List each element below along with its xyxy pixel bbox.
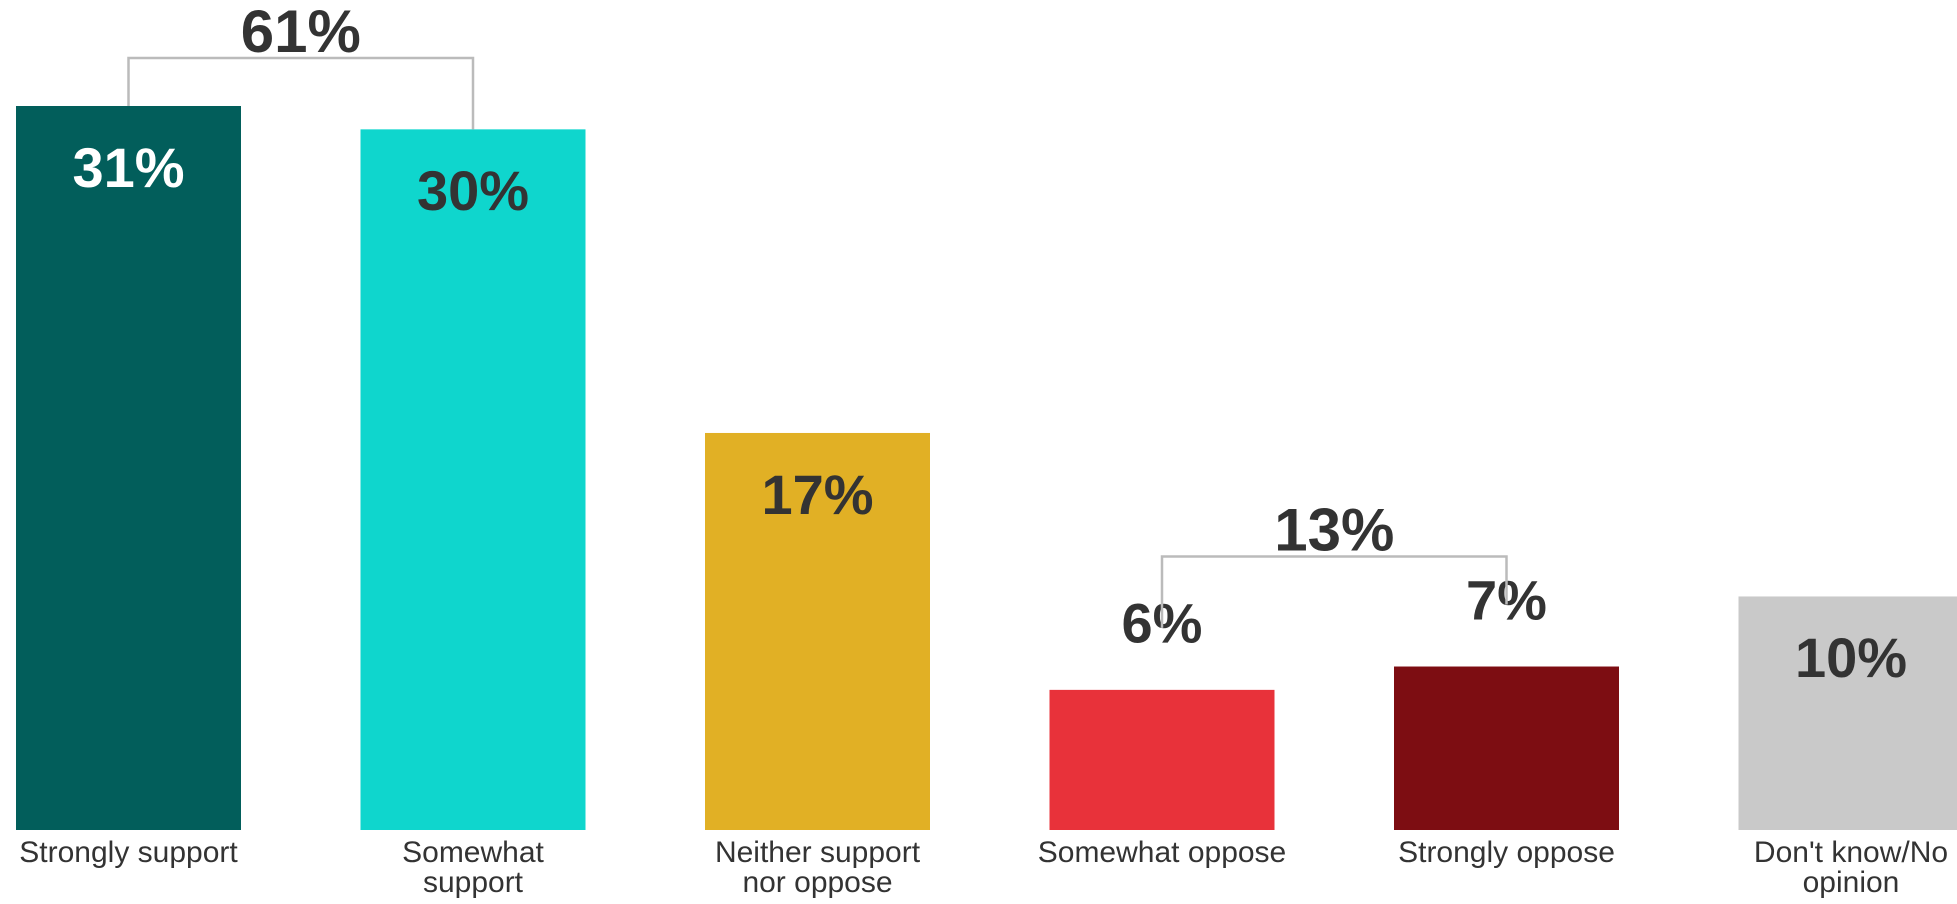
category-label: Strongly oppose (1398, 836, 1615, 869)
bar (1738, 596, 1957, 830)
bar (1049, 689, 1275, 830)
group-label: 61% (241, 0, 361, 65)
category-label: Neither support nor oppose (714, 836, 921, 899)
value-label: 10% (1795, 626, 1907, 689)
bar (360, 129, 586, 830)
bracket (1160, 555, 1508, 628)
category-label: Somewhat oppose (1037, 836, 1287, 869)
category-label: Somewhat support (402, 836, 544, 899)
bar (16, 106, 241, 830)
bracket (127, 56, 475, 130)
value-label: 31% (72, 136, 184, 199)
category-label: Don't know/No opinion (1753, 836, 1949, 899)
category-label: Strongly support (19, 836, 238, 869)
bar (1394, 666, 1619, 830)
value-label: 30% (417, 159, 529, 222)
value-label: 17% (761, 463, 873, 526)
bar (705, 432, 930, 830)
group-label: 13% (1274, 496, 1394, 563)
